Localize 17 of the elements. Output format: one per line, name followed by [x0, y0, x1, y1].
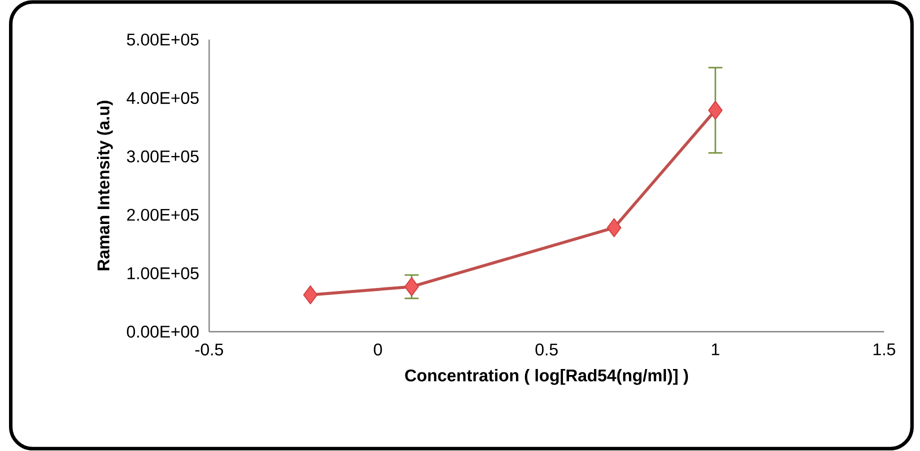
x-tick-label: 1	[712, 344, 720, 356]
x-tick-label: -0.5	[195, 344, 224, 356]
point	[303, 286, 318, 305]
x-tick-label: 1.5	[874, 344, 896, 356]
x-tick-label: 0	[374, 344, 382, 356]
y-tick-label: 3.00E+05	[126, 150, 199, 163]
x-tick-label: 0.5	[536, 344, 558, 356]
y-axis-title: Raman Intensity (a.u)	[96, 100, 113, 270]
x-axis-title: Concentration ( log[Rad54(ng/ml)] )	[405, 369, 688, 386]
y-tick-label: 4.00E+05	[126, 92, 199, 104]
point	[404, 277, 419, 296]
y-tick-label: 0.00E+00	[126, 326, 199, 338]
y-tick-label: 1.00E+05	[128, 267, 199, 280]
y-tick-label: 5.00E+05	[126, 34, 199, 46]
y-tick-label: 2.00E+05	[127, 209, 199, 222]
point	[708, 100, 723, 120]
point	[606, 218, 622, 238]
